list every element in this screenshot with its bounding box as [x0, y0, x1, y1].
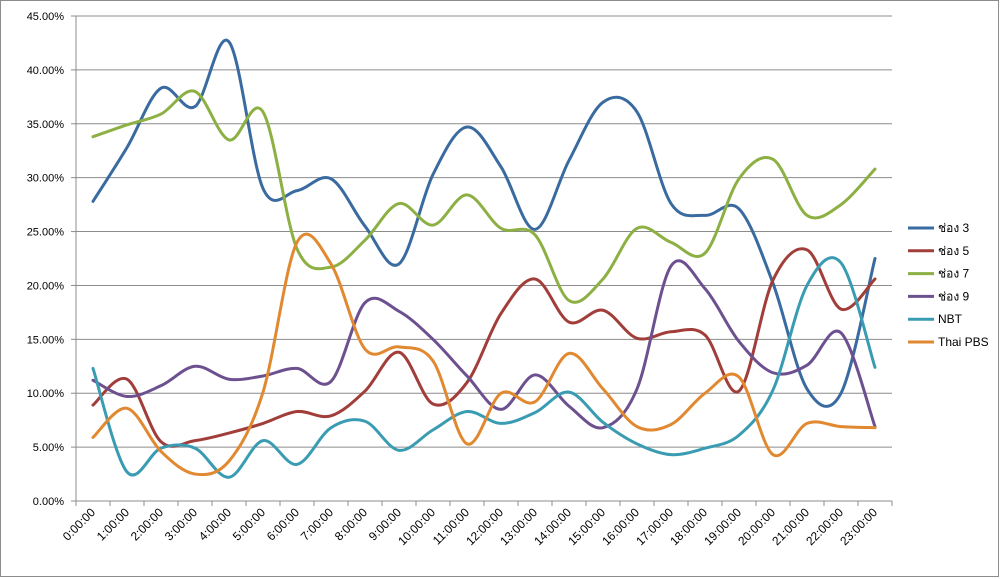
series-4: [91, 259, 877, 430]
legend-entry: ช่อง 5: [908, 244, 970, 258]
x-tick-label: 2:00:00: [128, 505, 166, 543]
series-1: [91, 38, 877, 408]
x-tick-label: 10:00:00: [395, 505, 438, 548]
legend-entry: ช่อง 3: [908, 221, 970, 235]
series-line: [91, 89, 877, 304]
x-tick-label: 8:00:00: [332, 505, 370, 543]
series-lines: [91, 38, 877, 479]
series-5: [91, 256, 877, 479]
x-tick-label: 4:00:00: [196, 505, 234, 543]
series-line: [91, 38, 877, 408]
x-tick-label: 3:00:00: [162, 505, 200, 543]
y-tick-label: 30.00%: [27, 173, 65, 185]
legend-entry: Thai PBS: [908, 335, 989, 349]
legend-entry: ช่อง 7: [908, 267, 970, 281]
legend-label: NBT: [938, 312, 963, 326]
x-tick-label: 6:00:00: [264, 505, 302, 543]
legend-label: Thai PBS: [938, 335, 989, 349]
y-tick-label: 35.00%: [27, 119, 65, 131]
y-tick-label: 20.00%: [27, 280, 65, 292]
series-2: [91, 247, 877, 448]
legend-entry: NBT: [908, 312, 963, 326]
x-tick-label: 5:00:00: [230, 505, 268, 543]
y-tick-label: 25.00%: [27, 227, 65, 239]
legend: ช่อง 3 ช่อง 5 ช่อง 7 ช่อง 9 NBT Thai PBS: [908, 221, 989, 349]
series-line: [91, 232, 877, 477]
y-tick-label: 15.00%: [27, 334, 65, 346]
x-tick-label: 0:00:00: [60, 505, 98, 543]
series-6: [91, 232, 877, 477]
y-tick-label: 10.00%: [27, 388, 65, 400]
x-axis-tick-labels: 0:00:001:00:002:00:003:00:004:00:005:00:…: [60, 505, 880, 548]
series-line: [91, 247, 877, 448]
legend-label: ช่อง 3: [938, 221, 970, 235]
series-line: [91, 256, 877, 479]
legend-entry: ช่อง 9: [908, 289, 970, 303]
y-tick-label: 0.00%: [33, 496, 64, 508]
x-tick-label: 7:00:00: [298, 505, 336, 543]
y-tick-label: 40.00%: [27, 65, 65, 77]
axes: [71, 15, 893, 506]
gridlines: [76, 15, 892, 448]
series-3: [91, 89, 877, 304]
x-tick-label: 1:00:00: [94, 505, 132, 543]
legend-label: ช่อง 9: [938, 289, 970, 303]
legend-label: ช่อง 7: [938, 267, 970, 281]
legend-label: ช่อง 5: [938, 244, 970, 258]
x-tick-label: 23:00:00: [837, 505, 880, 548]
y-axis-tick-labels: 0.00% 5.00% 10.00% 15.00% 20.00% 25.00% 30.00%…: [27, 11, 65, 508]
y-tick-label: 5.00%: [33, 442, 64, 454]
y-tick-label: 45.00%: [27, 11, 65, 23]
